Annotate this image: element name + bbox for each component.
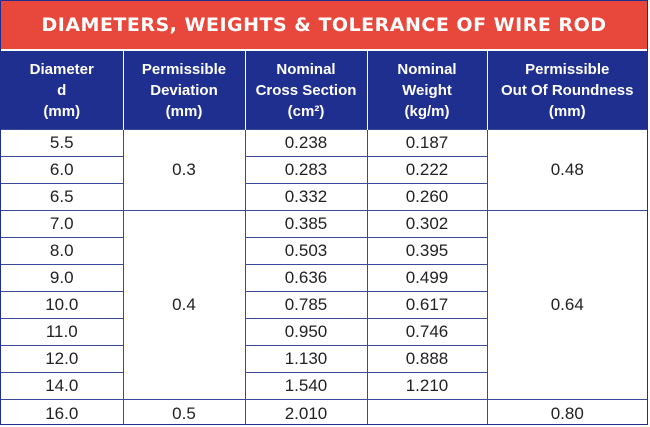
table-row: 6.0 0.283 0.222 — [1, 156, 647, 184]
cross-section-cell: 0.238 — [244, 129, 368, 157]
cross-section-cell: 0.385 — [244, 210, 368, 238]
cross-section-cell: 0.283 — [244, 156, 368, 184]
out-of-roundness-cell: 0.64 — [486, 210, 647, 400]
cross-section-cell: 0.503 — [244, 237, 368, 265]
weight-cell: 1.210 — [366, 372, 487, 400]
weight-cell: 0.395 — [366, 237, 487, 265]
out-of-roundness-cell: 0.48 — [486, 129, 647, 211]
diameter-cell: 8.0 — [1, 237, 124, 265]
out-of-roundness-cell: 0.80 — [486, 399, 647, 424]
table-row: 7.0 0.4 0.385 0.302 0.64 — [1, 210, 647, 400]
deviation-cell: 0.4 — [122, 210, 246, 400]
deviation-cell: 0.5 — [122, 399, 246, 424]
header-row: Diameter d (mm) Permissible Deviation (mm) N… — [1, 51, 647, 130]
table-row: 6.5 0.332 0.260 — [1, 183, 647, 211]
cross-section-cell: 0.785 — [244, 291, 368, 319]
weight-cell: 0.746 — [366, 318, 487, 346]
weight-cell: 0.888 — [366, 345, 487, 373]
cross-section-cell: 0.636 — [244, 264, 368, 292]
weight-cell: 0.260 — [366, 183, 487, 211]
table-title: DIAMETERS, WEIGHTS & TOLERANCE OF WIRE R… — [1, 1, 647, 51]
wire-rod-table: Diameter d (mm) Permissible Deviation (mm) N… — [1, 51, 647, 424]
header-cross-section: Nominal Cross Section (cm²) — [244, 51, 368, 130]
diameter-cell: 10.0 — [1, 291, 124, 319]
header-weight: Nominal Weight (kg/m) — [366, 51, 488, 130]
diameter-cell: 9.0 — [1, 264, 124, 292]
diameter-cell: 16.0 — [1, 399, 124, 424]
cross-section-cell: 0.332 — [244, 183, 368, 211]
header-out-of-roundness: Permissible Out Of Roundness (mm) — [486, 51, 647, 130]
diameter-cell: 5.5 — [1, 129, 124, 157]
deviation-cell: 0.3 — [122, 129, 246, 211]
weight-cell: 0.617 — [366, 291, 487, 319]
weight-cell: 0.187 — [366, 129, 488, 157]
diameter-cell: 7.0 — [1, 210, 124, 238]
weight-cell: 0.302 — [366, 210, 488, 238]
diameter-cell: 14.0 — [1, 372, 124, 400]
weight-cell — [366, 399, 488, 424]
diameter-cell: 6.0 — [1, 156, 124, 184]
table-row: 12.0 1.130 0.888 — [1, 345, 647, 373]
header-deviation: Permissible Deviation (mm) — [122, 51, 246, 130]
table-row: 14.0 1.540 1.210 — [1, 372, 647, 400]
table-row: 9.0 0.636 0.499 — [1, 264, 647, 292]
weight-cell: 0.222 — [366, 156, 487, 184]
weight-cell: 0.499 — [366, 264, 487, 292]
cross-section-cell: 2.010 — [244, 399, 368, 424]
cross-section-cell: 0.950 — [244, 318, 368, 346]
diameter-cell: 11.0 — [1, 318, 124, 346]
table-row: 16.0 0.5 2.010 0.80 — [1, 399, 647, 424]
diameter-cell: 12.0 — [1, 345, 124, 373]
cross-section-cell: 1.130 — [244, 345, 368, 373]
cross-section-cell: 1.540 — [244, 372, 368, 400]
header-diameter: Diameter d (mm) — [1, 51, 124, 130]
table-row: 5.5 0.3 0.238 0.187 0.48 — [1, 129, 647, 211]
diameter-cell: 6.5 — [1, 183, 124, 211]
